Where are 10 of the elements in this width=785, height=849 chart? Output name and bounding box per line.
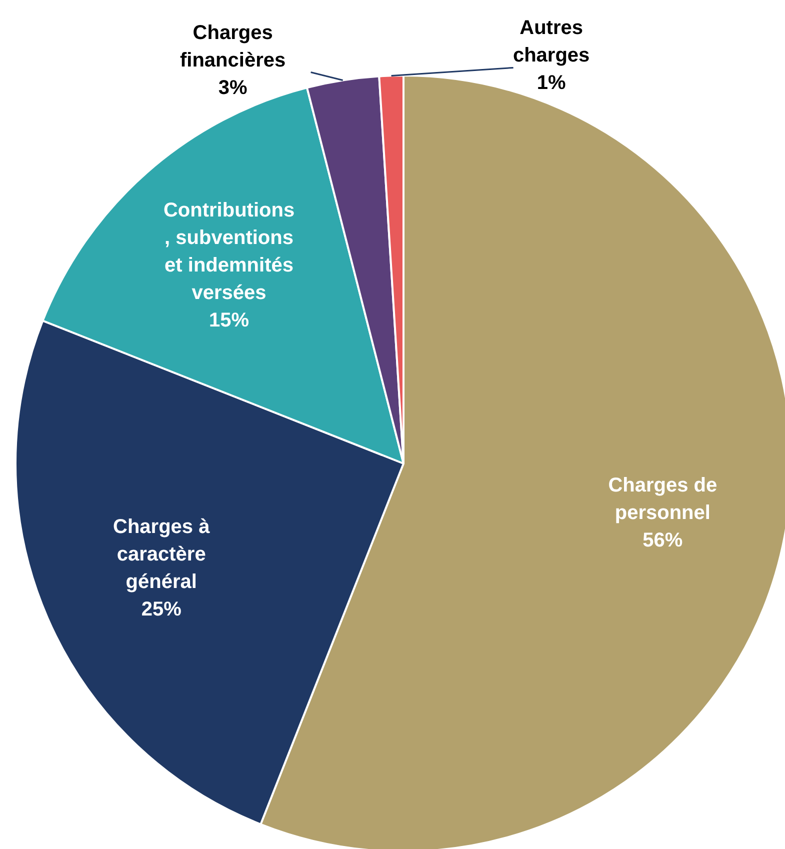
data-label: 3% (218, 76, 248, 99)
data-label: 1% (536, 72, 566, 94)
data-label: 56% (642, 529, 683, 552)
slice-label: Charges à caractère général (113, 516, 211, 594)
data-label: 25% (141, 598, 182, 621)
slice-label: Charges de personnel (608, 474, 718, 524)
slice-label: Contributions , subventions et indemnités versées (163, 200, 295, 304)
slice-label: Autres charges (512, 17, 590, 67)
slice-label: Charges financières (180, 22, 286, 72)
data-label: 15% (209, 310, 250, 332)
